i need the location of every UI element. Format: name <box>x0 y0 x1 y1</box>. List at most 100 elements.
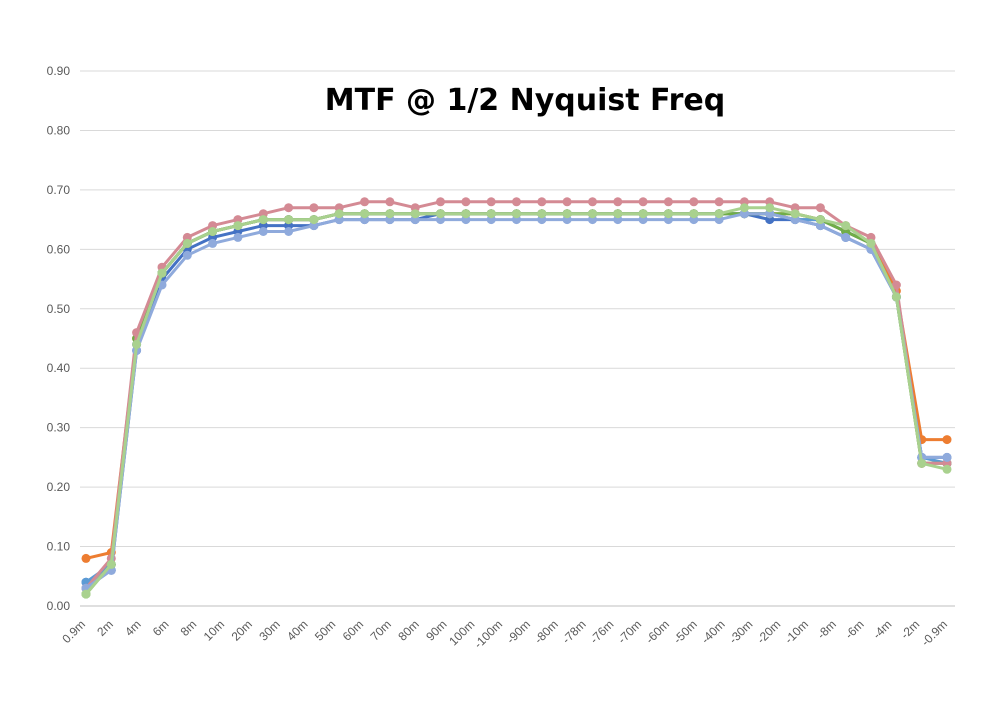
x-tick-label: 90m <box>423 617 449 643</box>
y-tick-label: 0.80 <box>47 123 71 137</box>
data-point <box>588 209 597 219</box>
data-point <box>309 203 319 213</box>
data-point <box>486 197 496 207</box>
data-point <box>841 221 851 231</box>
x-tick-label: -50m <box>671 617 700 646</box>
data-point <box>891 292 901 302</box>
data-point <box>81 553 91 563</box>
data-point <box>942 452 952 462</box>
chart-title: MTF @ 1/2 Nyquist Freq <box>325 83 725 118</box>
series-line <box>85 212 948 584</box>
data-point <box>739 203 749 213</box>
data-point <box>461 209 471 219</box>
data-point <box>233 232 243 242</box>
data-point <box>613 209 623 219</box>
series-line <box>84 206 948 596</box>
data-point <box>360 209 370 219</box>
x-tick-label: -60m <box>643 617 672 646</box>
series-line <box>85 212 947 584</box>
x-tick-label: -0.9m <box>919 617 951 649</box>
x-tick-label: 60m <box>340 617 366 643</box>
y-tick-label: 0.20 <box>47 480 71 494</box>
data-point <box>663 197 673 207</box>
x-tick-label: 2m <box>94 617 116 639</box>
x-tick-label: 40m <box>284 617 310 643</box>
data-point <box>663 209 673 219</box>
y-tick-label: 0.70 <box>47 183 71 197</box>
data-point <box>410 209 420 219</box>
data-point <box>334 209 344 219</box>
x-tick-label: -78m <box>559 617 588 646</box>
data-point <box>537 209 547 219</box>
y-tick-label: 0.60 <box>47 242 71 256</box>
y-tick-label: 0.40 <box>47 361 71 375</box>
x-tick-label: 0.9m <box>59 617 88 646</box>
x-tick-label: -6m <box>842 617 867 642</box>
data-point <box>106 559 116 569</box>
x-tick-label: -80m <box>532 617 561 646</box>
data-point <box>182 250 192 260</box>
data-point <box>562 197 572 207</box>
series-6 <box>81 197 952 593</box>
x-tick-label: 6m <box>150 617 172 639</box>
series-line <box>85 212 947 590</box>
x-tick-label: -100m <box>471 617 505 651</box>
gridlines <box>80 70 955 607</box>
x-tick-label: 10m <box>201 617 227 643</box>
data-point <box>562 209 572 219</box>
x-tick-label: -40m <box>698 617 727 646</box>
y-tick-label: 0.30 <box>47 421 71 435</box>
data-point <box>81 589 91 599</box>
series-5 <box>81 209 952 599</box>
data-point <box>461 197 471 207</box>
x-tick-label: -8m <box>814 617 839 642</box>
data-point <box>132 339 142 349</box>
y-tick-label: 0.50 <box>47 302 71 316</box>
y-axis-ticks: 0.00 0.10 0.20 0.30 0.40 0.50 0.60 0.70 0.80 0.90 <box>47 64 71 613</box>
data-point <box>841 232 851 242</box>
x-tick-label: -70m <box>615 617 644 646</box>
data-point <box>815 203 825 213</box>
data-point <box>714 197 724 207</box>
data-point <box>284 203 294 213</box>
series-2 <box>81 209 952 563</box>
data-point <box>182 238 192 248</box>
data-point <box>790 209 800 219</box>
x-tick-label: -4m <box>870 617 895 642</box>
x-tick-label: 20m <box>229 617 255 643</box>
data-point <box>284 227 294 236</box>
y-tick-label: 0.90 <box>47 64 71 78</box>
series-1 <box>81 209 952 587</box>
data-point <box>537 197 547 207</box>
data-point <box>815 215 825 225</box>
x-tick-label: 8m <box>178 617 200 639</box>
data-point <box>385 197 395 207</box>
data-point <box>258 227 268 236</box>
data-point <box>917 458 927 468</box>
series-line <box>84 212 947 590</box>
data-point <box>233 221 243 231</box>
series-line <box>84 212 947 596</box>
x-tick-label: -20m <box>754 617 783 646</box>
series-group <box>81 197 952 599</box>
x-axis-ticks: 0.9m 2m 4m 6m 8m 10m 20m 30m 40m 50m 60m 70m 80m 90m1… <box>59 617 950 651</box>
data-point <box>385 209 395 219</box>
data-point <box>866 238 876 248</box>
x-tick-label: -90m <box>504 617 533 646</box>
series-line <box>84 200 947 590</box>
y-tick-label: 0.10 <box>47 540 71 554</box>
x-tick-label: 4m <box>122 617 144 639</box>
data-point <box>689 209 699 219</box>
data-point <box>588 197 597 207</box>
x-tick-label: -10m <box>782 617 811 646</box>
data-point <box>512 197 521 207</box>
data-point <box>208 227 218 236</box>
data-point <box>436 197 445 207</box>
data-point <box>284 215 294 225</box>
series-8 <box>81 203 952 599</box>
data-point <box>157 268 167 278</box>
x-tick-label: 30m <box>256 617 282 643</box>
data-point <box>714 209 724 219</box>
data-point <box>638 209 648 219</box>
